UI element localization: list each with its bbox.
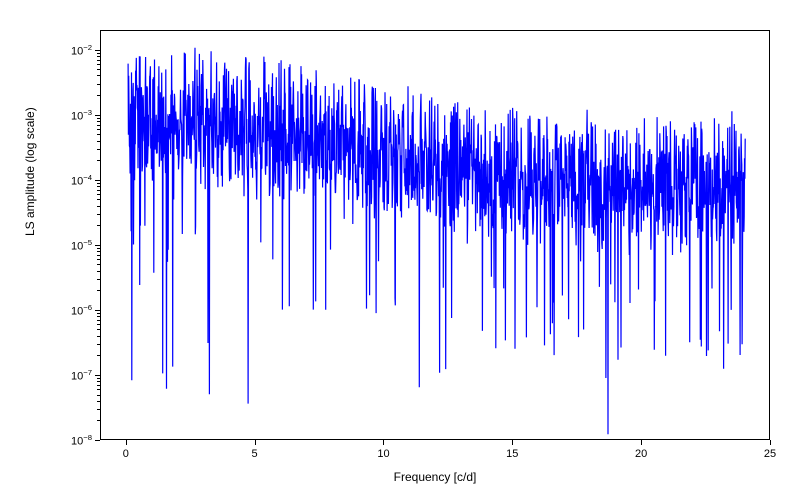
y-minor-tick [97,385,100,386]
x-tick [512,440,513,445]
y-minor-tick [97,194,100,195]
y-minor-tick [97,183,100,184]
y-minor-tick [97,420,100,421]
y-minor-tick [97,206,100,207]
y-minor-tick [97,401,100,402]
chart-container: LS amplitude (log scale) Frequency [c/d]… [0,0,800,500]
y-minor-tick [97,329,100,330]
x-tick [255,440,256,445]
y-minor-tick [97,344,100,345]
y-minor-tick [97,186,100,187]
y-minor-tick [97,389,100,390]
y-minor-tick [97,313,100,314]
x-tick [383,440,384,445]
y-tick [95,310,100,311]
x-tick-label: 20 [626,448,656,460]
x-tick [126,440,127,445]
y-minor-tick [97,64,100,65]
y-tick-label: 10−3 [52,108,92,123]
y-minor-tick [97,324,100,325]
y-minor-tick [97,248,100,249]
y-minor-tick [97,320,100,321]
y-minor-tick [97,121,100,122]
y-tick-label: 10−7 [52,368,92,383]
y-minor-tick [97,378,100,379]
y-minor-tick [97,190,100,191]
y-minor-tick [97,251,100,252]
y-minor-tick [97,141,100,142]
y-minor-tick [97,290,100,291]
y-tick-label: 10−2 [52,43,92,58]
x-tick-label: 5 [240,448,270,460]
y-tick [95,180,100,181]
y-tick-label: 10−8 [52,433,92,448]
y-minor-tick [97,355,100,356]
x-tick-label: 0 [111,448,141,460]
x-tick-label: 15 [497,448,527,460]
y-minor-tick [97,264,100,265]
y-minor-tick [97,336,100,337]
y-minor-tick [97,271,100,272]
y-minor-tick [97,60,100,61]
y-minor-tick [97,279,100,280]
y-minor-tick [97,395,100,396]
y-minor-tick [97,125,100,126]
y-minor-tick [97,134,100,135]
y-minor-tick [97,56,100,57]
y-minor-tick [97,95,100,96]
y-minor-tick [97,409,100,410]
y-minor-tick [97,225,100,226]
y-tick [95,50,100,51]
y-minor-tick [97,381,100,382]
y-minor-tick [97,160,100,161]
y-minor-tick [97,199,100,200]
x-tick [641,440,642,445]
plot-area [100,30,770,440]
y-minor-tick [97,149,100,150]
y-tick [95,375,100,376]
y-minor-tick [97,118,100,119]
x-tick-label: 25 [755,448,785,460]
y-minor-tick [97,214,100,215]
y-tick-label: 10−6 [52,303,92,318]
y-tick [95,245,100,246]
y-tick [95,115,100,116]
x-axis-label: Frequency [c/d] [100,470,770,484]
y-tick-label: 10−4 [52,173,92,188]
periodogram-line [128,48,745,434]
x-tick [770,440,771,445]
y-minor-tick [97,259,100,260]
y-minor-tick [97,53,100,54]
y-minor-tick [97,75,100,76]
y-minor-tick [97,316,100,317]
y-tick [95,440,100,441]
y-tick-label: 10−5 [52,238,92,253]
periodogram-line-svg [101,31,771,441]
x-tick-label: 10 [368,448,398,460]
y-minor-tick [97,84,100,85]
y-minor-tick [97,69,100,70]
y-minor-tick [97,129,100,130]
y-minor-tick [97,255,100,256]
